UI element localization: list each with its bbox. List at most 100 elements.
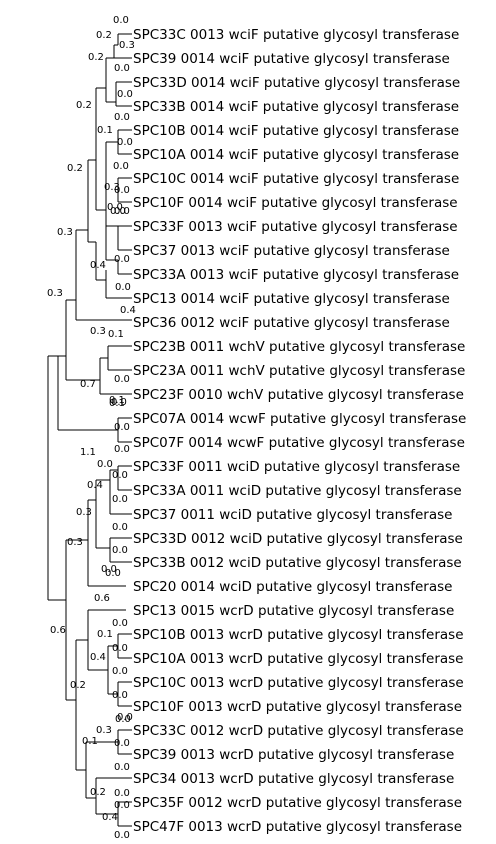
branch-length-label: 0.4: [120, 305, 136, 316]
branch-length-label: 0.3: [96, 725, 112, 736]
leaf-label: SPC20 0014 wciD putative glycosyl transf…: [133, 579, 452, 595]
leaf-label: SPC10B 0014 wciF putative glycosyl trans…: [133, 123, 459, 139]
tree-edges: [47, 33, 132, 827]
branch-length-label: 0.1: [109, 398, 125, 409]
branch-length-label: 0.2: [67, 163, 83, 174]
branch-length-label: 0.3: [67, 537, 83, 548]
branch-length-label: 0.1: [109, 395, 125, 406]
branch-length-label: 0.2: [70, 680, 86, 691]
leaf-label: SPC33F 0013 wciF putative glycosyl trans…: [133, 219, 458, 235]
leaf-label: SPC47F 0013 wcrD putative glycosyl trans…: [133, 819, 462, 835]
leaf-label: SPC33B 0014 wciF putative glycosyl trans…: [133, 99, 459, 115]
branch-length-label: 0.0: [114, 788, 130, 799]
branch-length-label: 0.4: [90, 652, 106, 663]
leaf-label: SPC07A 0014 wcwF putative glycosyl trans…: [133, 411, 466, 427]
leaf-label: SPC33A 0011 wciD putative glycosyl trans…: [133, 483, 462, 499]
branch-length-label: 0.0: [114, 374, 130, 385]
branch-length-label: 0.1: [97, 125, 113, 136]
branch-length-label: 0.0: [112, 643, 128, 654]
branch-length-label: 0.0: [115, 714, 131, 725]
branch-length-label: 0.0: [114, 63, 130, 74]
branch-length-label: 0.2: [76, 100, 92, 111]
branch-length-label: 0.7: [80, 379, 96, 390]
leaf-label: SPC33F 0011 wciD putative glycosyl trans…: [133, 459, 460, 475]
branch-length-label: 0.0: [112, 545, 128, 556]
leaf-label: SPC10A 0014 wciF putative glycosyl trans…: [133, 147, 459, 163]
branch-length-label: 0.4: [87, 480, 103, 491]
leaf-label: SPC10C 0014 wciF putative glycosyl trans…: [133, 171, 459, 187]
branch-length-label: 0.0: [114, 800, 130, 811]
branch-length-label: 0.6: [94, 593, 110, 604]
branch-length-label: 0.0: [97, 459, 113, 470]
leaf-label: SPC10F 0013 wcrD putative glycosyl trans…: [133, 699, 462, 715]
branch-length-label: 0.0: [114, 254, 130, 265]
branch-length-label: 0.1: [108, 329, 124, 340]
branch-length-label: 0.0: [117, 137, 133, 148]
branch-length-label: 0.1: [97, 629, 113, 640]
leaf-label: SPC13 0014 wciF putative glycosyl transf…: [133, 291, 450, 307]
branch-length-label: 0.0: [117, 712, 133, 723]
branch-length-label: 0.3: [90, 326, 106, 337]
branch-length-label: 0.0: [117, 89, 133, 100]
branch-length-label: 0.3: [57, 227, 73, 238]
branch-length-label: 0.0: [113, 161, 129, 172]
branch-length-label: 0.0: [112, 666, 128, 677]
leaf-label: SPC33A 0013 wciF putative glycosyl trans…: [133, 267, 459, 283]
branch-length-label: 0.0: [114, 185, 130, 196]
leaf-label: SPC39 0013 wcrD putative glycosyl transf…: [133, 747, 454, 763]
branch-length-label: 0.2: [88, 52, 104, 63]
branch-length-label: 0.0: [114, 762, 130, 773]
branch-length-label: 1.1: [80, 447, 96, 458]
branch-length-label: 0.0: [101, 564, 117, 575]
branch-length-label: 0.3: [76, 507, 92, 518]
branch-length-label: 0.0: [114, 206, 130, 217]
leaf-label: SPC34 0013 wcrD putative glycosyl transf…: [133, 771, 454, 787]
branch-length-labels: 0.00.20.30.20.00.00.20.10.00.00.00.30.00…: [47, 15, 136, 841]
leaf-label: SPC36 0012 wciF putative glycosyl transf…: [133, 315, 450, 331]
branch-length-label: 0.3: [119, 40, 135, 51]
leaf-label: SPC33D 0012 wciD putative glycosyl trans…: [133, 531, 463, 547]
leaf-labels: SPC33C 0013 wciF putative glycosyl trans…: [133, 27, 466, 835]
branch-length-label: 0.6: [50, 625, 66, 636]
branch-length-label: 0.0: [114, 738, 130, 749]
branch-length-label: 0.3: [104, 182, 120, 193]
leaf-label: SPC37 0011 wciD putative glycosyl transf…: [133, 507, 452, 523]
leaf-label: SPC35F 0012 wcrD putative glycosyl trans…: [133, 795, 462, 811]
branch-length-label: 0.0: [115, 282, 131, 293]
branch-length-label: 0.4: [102, 812, 118, 823]
leaf-label: SPC39 0014 wciF putative glycosyl transf…: [133, 51, 450, 67]
branch-length-label: 0.0: [111, 397, 127, 408]
leaf-label: SPC10A 0013 wcrD putative glycosyl trans…: [133, 651, 464, 667]
leaf-label: SPC23A 0011 wchV putative glycosyl trans…: [133, 363, 465, 379]
branch-length-label: 0.0: [114, 422, 130, 433]
branch-length-label: 0.4: [90, 260, 106, 271]
leaf-label: SPC07F 0014 wcwF putative glycosyl trans…: [133, 435, 465, 451]
leaf-label: SPC10C 0013 wcrD putative glycosyl trans…: [133, 675, 464, 691]
leaf-label: SPC23F 0010 wchV putative glycosyl trans…: [133, 387, 464, 403]
branch-length-label: 0.0: [107, 202, 123, 213]
leaf-label: SPC33B 0012 wciD putative glycosyl trans…: [133, 555, 462, 571]
branch-length-label: 0.0: [113, 15, 129, 26]
branch-length-label: 0.2: [96, 30, 112, 41]
leaf-label: SPC33C 0013 wciF putative glycosyl trans…: [133, 27, 459, 43]
leaf-label: SPC33C 0012 wcrD putative glycosyl trans…: [133, 723, 464, 739]
branch-length-label: 0.0: [112, 470, 128, 481]
branch-length-label: 0.3: [47, 288, 63, 299]
leaf-label: SPC13 0015 wcrD putative glycosyl transf…: [133, 603, 454, 619]
leaf-label: SPC37 0013 wciF putative glycosyl transf…: [133, 243, 450, 259]
branch-length-label: 0.2: [90, 787, 106, 798]
branch-length-label: 0.0: [112, 522, 128, 533]
leaf-label: SPC10F 0014 wciF putative glycosyl trans…: [133, 195, 458, 211]
branch-length-label: 0.0: [112, 494, 128, 505]
branch-length-label: 0.0: [114, 830, 130, 841]
branch-length-label: 0.0: [114, 444, 130, 455]
leaf-label: SPC10B 0013 wcrD putative glycosyl trans…: [133, 627, 464, 643]
branch-length-label: 0.1: [82, 736, 98, 747]
branch-length-label: 0.0: [112, 690, 128, 701]
branch-length-label: 0.0: [114, 112, 130, 123]
branch-length-label: 0.0: [110, 206, 126, 217]
leaf-label: SPC23B 0011 wchV putative glycosyl trans…: [133, 339, 465, 355]
leaf-label: SPC33D 0014 wciF putative glycosyl trans…: [133, 75, 460, 91]
branch-length-label: 0.0: [105, 568, 121, 579]
